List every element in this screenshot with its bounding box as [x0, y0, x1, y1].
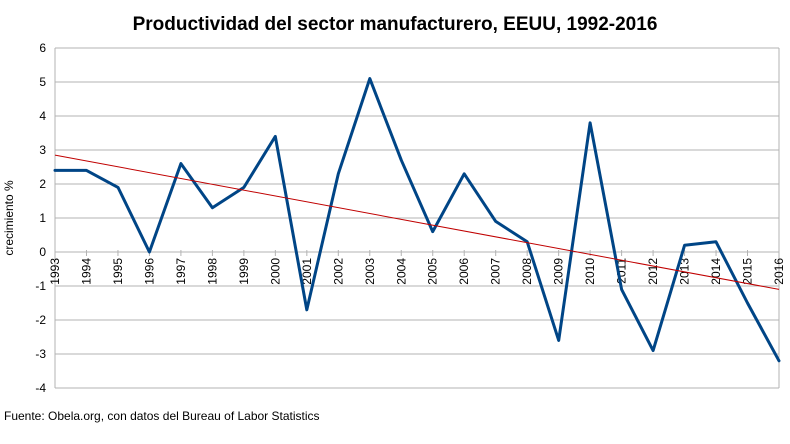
x-tick-label: 1997 [174, 258, 188, 285]
y-tick-label: 1 [39, 211, 46, 225]
x-tick-label: 2013 [678, 258, 692, 285]
x-tick-label: 2002 [331, 258, 345, 285]
grid-lines [55, 47, 780, 389]
x-tick-label: 2012 [646, 258, 660, 285]
x-tick-label: 2000 [268, 258, 282, 285]
x-tick-label: 2008 [520, 258, 534, 285]
x-tick-label: 2001 [300, 258, 314, 285]
x-tick-label: 1996 [142, 258, 156, 285]
axes [54, 48, 780, 388]
x-tick-label: 1995 [111, 258, 125, 285]
x-tick-label: 1994 [79, 258, 93, 285]
y-tick-label: -4 [35, 381, 46, 395]
source-note: Fuente: Obela.org, con datos del Bureau … [4, 409, 320, 423]
x-tick-label: 2004 [394, 258, 408, 285]
y-tick-label: 0 [39, 245, 46, 259]
y-tick-label: -2 [35, 313, 46, 327]
y-tick-label: 2 [39, 177, 46, 191]
x-tick-label: 2016 [772, 258, 786, 285]
y-tick-labels: -4 -3 -2 -1 0 1 2 3 4 5 6 [35, 41, 46, 395]
x-tick-label: 2006 [457, 258, 471, 285]
y-tick-label: 5 [39, 75, 46, 89]
trendline-layer [54, 154, 780, 290]
x-tick-label: 2010 [583, 258, 597, 285]
y-tick-label: 6 [39, 41, 46, 55]
chart-title: Productividad del sector manufacturero, … [132, 14, 658, 35]
x-tick-label: 1999 [237, 258, 251, 285]
x-tick-label: 2005 [426, 258, 440, 285]
y-axis-label: crecimiento % [2, 180, 16, 256]
y-tick-label: -3 [35, 347, 46, 361]
trendline [54, 154, 780, 290]
x-tick-label: 2015 [741, 258, 755, 285]
x-tick-label: 2014 [709, 258, 723, 285]
x-tick-label: 2009 [552, 258, 566, 285]
series-line [53, 77, 781, 363]
y-tick-label: 4 [39, 109, 46, 123]
y-tick-label: -1 [35, 279, 46, 293]
x-tick-label: 2007 [489, 258, 503, 285]
x-tick-label: 1993 [48, 258, 62, 285]
series-lines [53, 77, 781, 363]
x-tick-label: 2003 [363, 258, 377, 285]
x-tick-label: 1998 [205, 258, 219, 285]
y-tick-label: 3 [39, 143, 46, 157]
